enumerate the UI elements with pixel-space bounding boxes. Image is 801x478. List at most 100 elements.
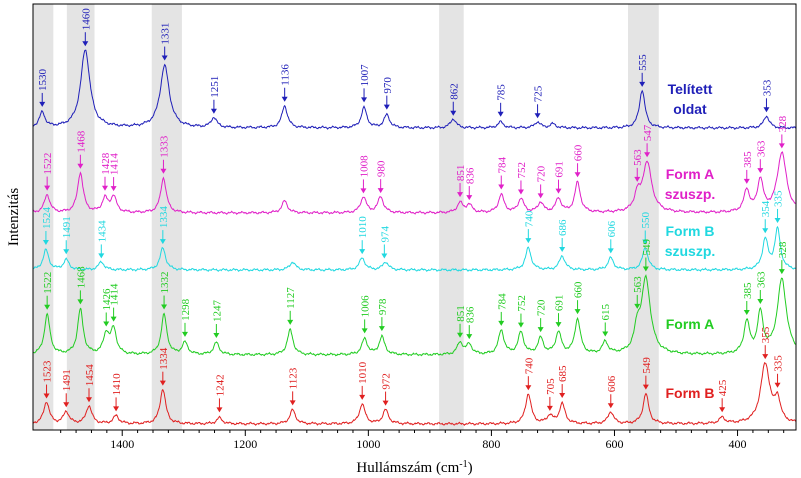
peak-arrowhead-3-1 (77, 299, 84, 305)
peak-arrowhead-4-10 (546, 405, 553, 411)
peak-arrowhead-1-4 (160, 168, 167, 174)
peak-arrowhead-1-12 (555, 188, 562, 194)
peak-arrowhead-4-0 (43, 393, 50, 399)
peak-label-2-9: 550 (640, 211, 652, 228)
series-label-0-0: Telített (668, 81, 713, 97)
peak-label-3-4: 1332 (159, 272, 171, 294)
peak-arrowhead-2-10 (762, 228, 769, 234)
peak-label-3-14: 720 (536, 299, 548, 316)
peak-label-0-4: 1136 (280, 64, 292, 86)
peak-arrowhead-4-1 (63, 402, 70, 408)
peak-arrowhead-3-20 (743, 310, 750, 316)
peak-label-4-7: 1010 (357, 361, 369, 384)
x-axis-title-tail: ) (468, 460, 473, 476)
peak-arrowhead-2-6 (525, 238, 532, 244)
peak-label-0-8: 785 (496, 84, 508, 101)
peak-label-3-19: 549 (641, 239, 653, 256)
peak-arrowhead-0-2 (161, 55, 168, 61)
series-label-0-1: oldat (673, 101, 707, 117)
peak-arrowhead-3-9 (378, 326, 385, 332)
peak-label-1-15: 547 (642, 124, 654, 141)
peak-label-3-21: 363 (755, 271, 767, 288)
peak-label-1-6: 980 (376, 160, 388, 177)
peak-arrowhead-4-14 (719, 407, 726, 413)
peak-arrowhead-0-5 (361, 97, 368, 103)
peak-arrowhead-3-15 (555, 322, 562, 328)
x-axis-title-sup: -1 (459, 459, 467, 470)
peak-label-4-15: 355 (760, 326, 772, 343)
peak-arrowhead-2-11 (774, 217, 781, 223)
series-labels: Telített oldat Form A szuszp. Form B szuszp. F… (665, 81, 716, 401)
peak-label-4-12: 606 (606, 375, 618, 392)
peak-arrowhead-4-11 (559, 393, 566, 399)
peak-label-1-8: 836 (464, 167, 476, 184)
peak-label-3-17: 615 (600, 303, 612, 320)
peak-arrowhead-0-4 (281, 96, 288, 102)
peak-arrowhead-4-13 (642, 384, 649, 390)
peak-arrowhead-0-10 (639, 81, 646, 87)
highlight-bands (33, 4, 659, 430)
peak-label-2-1: 1491 (61, 216, 73, 238)
peak-label-2-10: 354 (760, 200, 772, 217)
peak-label-0-5: 1007 (359, 64, 371, 87)
peak-arrowhead-3-16 (574, 309, 581, 315)
peak-label-4-0: 1523 (42, 360, 54, 383)
peak-arrowhead-3-3 (110, 316, 117, 322)
peak-arrowhead-3-17 (602, 331, 609, 337)
x-axis-title-main: Hullámszám (cm (356, 460, 459, 476)
peak-label-4-14: 425 (717, 379, 729, 396)
peak-label-1-17: 363 (755, 140, 767, 157)
peak-label-2-2: 1434 (96, 220, 108, 243)
peak-arrowhead-0-8 (497, 111, 504, 117)
peak-arrowhead-0-6 (383, 104, 390, 110)
spectrum-line-1 (32, 151, 797, 216)
peak-label-1-3: 1414 (109, 153, 121, 176)
peak-label-1-14: 563 (632, 149, 644, 166)
peak-label-1-2: 1428 (100, 152, 112, 174)
peak-label-4-16: 335 (773, 355, 785, 372)
x-tick-label-1000: 1000 (356, 437, 380, 451)
peak-arrowhead-3-8 (361, 328, 368, 334)
peak-arrowhead-3-11 (466, 334, 473, 340)
peak-arrowhead-2-9 (642, 239, 649, 245)
peak-label-0-10: 555 (637, 54, 649, 71)
peak-label-4-3: 1410 (111, 373, 123, 396)
peak-arrowhead-4-16 (774, 382, 781, 388)
spectrum-line-4 (32, 362, 797, 426)
peak-label-0-3: 1251 (209, 76, 221, 98)
peak-label-3-8: 1006 (360, 295, 372, 318)
x-tick-label-1400: 1400 (110, 437, 134, 451)
peak-label-4-10: 705 (545, 378, 557, 395)
peak-arrowhead-4-2 (85, 397, 92, 403)
peak-arrowhead-0-0 (39, 101, 46, 107)
peak-arrowhead-4-5 (216, 407, 223, 413)
peak-label-3-12: 784 (496, 293, 508, 310)
peak-arrowhead-1-6 (377, 188, 384, 194)
peak-label-1-4: 1333 (158, 135, 170, 158)
peak-arrowhead-4-3 (113, 406, 120, 412)
peak-arrowhead-4-9 (525, 385, 532, 391)
peak-label-2-0: 1524 (41, 207, 53, 230)
peak-arrowhead-1-18 (778, 143, 785, 149)
peak-arrowhead-3-4 (161, 304, 168, 310)
peak-label-3-11: 836 (464, 306, 476, 323)
peak-label-3-2: 1426 (101, 288, 113, 311)
y-axis-title: Intenzitás (6, 188, 22, 246)
spectra-lines (32, 49, 797, 426)
peak-arrowhead-2-5 (381, 253, 388, 259)
peak-label-4-6: 1123 (288, 367, 300, 389)
peak-label-3-9: 978 (377, 298, 389, 315)
peak-arrowhead-1-14 (634, 176, 641, 182)
peak-label-0-2: 1331 (160, 23, 172, 45)
peak-label-0-7: 862 (448, 83, 460, 100)
peak-arrowhead-4-12 (607, 403, 614, 409)
peak-arrowhead-4-15 (762, 354, 769, 360)
peak-arrowhead-1-0 (44, 185, 51, 191)
peak-arrowhead-1-2 (101, 185, 108, 191)
peak-arrowhead-3-6 (213, 333, 220, 339)
spectrum-line-3 (32, 274, 797, 357)
peak-label-1-11: 720 (536, 165, 548, 182)
peak-label-2-4: 1010 (357, 216, 369, 239)
peak-label-1-16: 385 (742, 151, 754, 168)
peak-label-3-5: 1298 (180, 298, 192, 321)
